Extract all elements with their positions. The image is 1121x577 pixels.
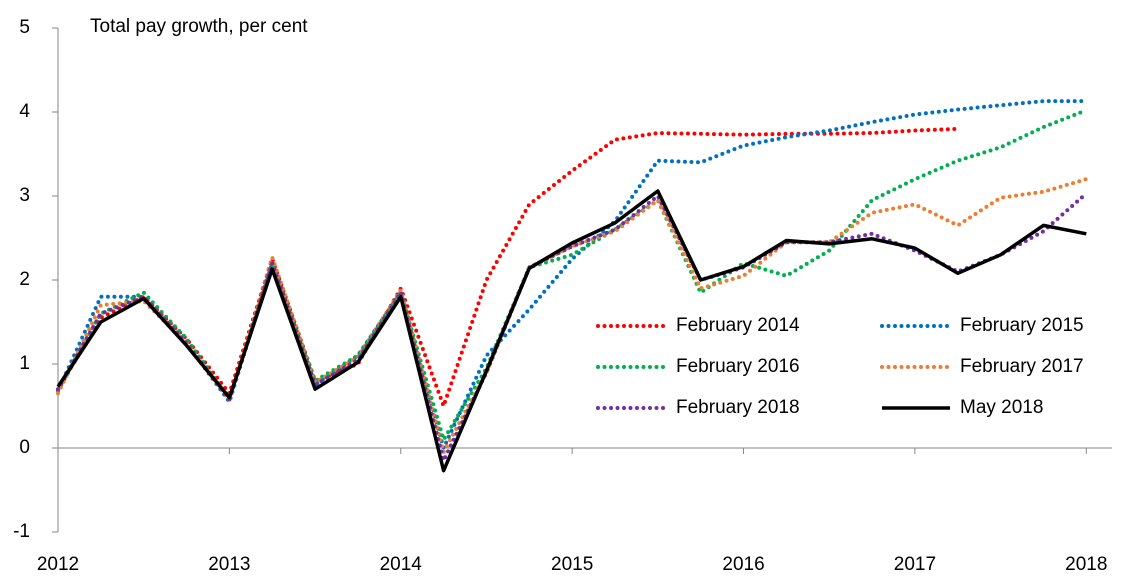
legend-label: May 2018 — [960, 397, 1043, 418]
series-line — [56, 126, 960, 413]
legend-label: February 2014 — [676, 315, 800, 336]
y-tick-label: 1 — [19, 353, 30, 374]
y-tick-label: 2 — [19, 269, 30, 290]
x-tick-label: 2018 — [1065, 554, 1107, 575]
legend-label: February 2015 — [960, 315, 1084, 336]
x-tick-label: 2016 — [722, 554, 764, 575]
series-line — [56, 108, 1089, 445]
x-tick-label: 2012 — [37, 554, 79, 575]
legend-label: February 2018 — [676, 397, 800, 418]
x-tick-label: 2014 — [380, 554, 423, 575]
legend-label: February 2017 — [960, 356, 1084, 377]
series-line — [56, 99, 1089, 454]
y-tick-label: 5 — [19, 17, 30, 38]
x-tick-label: 2017 — [894, 554, 936, 575]
y-tick-label: -1 — [13, 521, 30, 542]
legend-label: February 2016 — [676, 356, 800, 377]
x-tick-label: 2015 — [551, 554, 593, 575]
chart-title: Total pay growth, per cent — [90, 16, 308, 37]
x-tick-label: 2013 — [208, 554, 250, 575]
series-line — [56, 177, 1089, 458]
y-tick-label: 4 — [19, 101, 30, 122]
series-line — [56, 191, 1089, 467]
y-tick-label: 0 — [19, 437, 30, 458]
series-line — [56, 189, 1087, 473]
y-tick-label: 3 — [19, 185, 30, 206]
